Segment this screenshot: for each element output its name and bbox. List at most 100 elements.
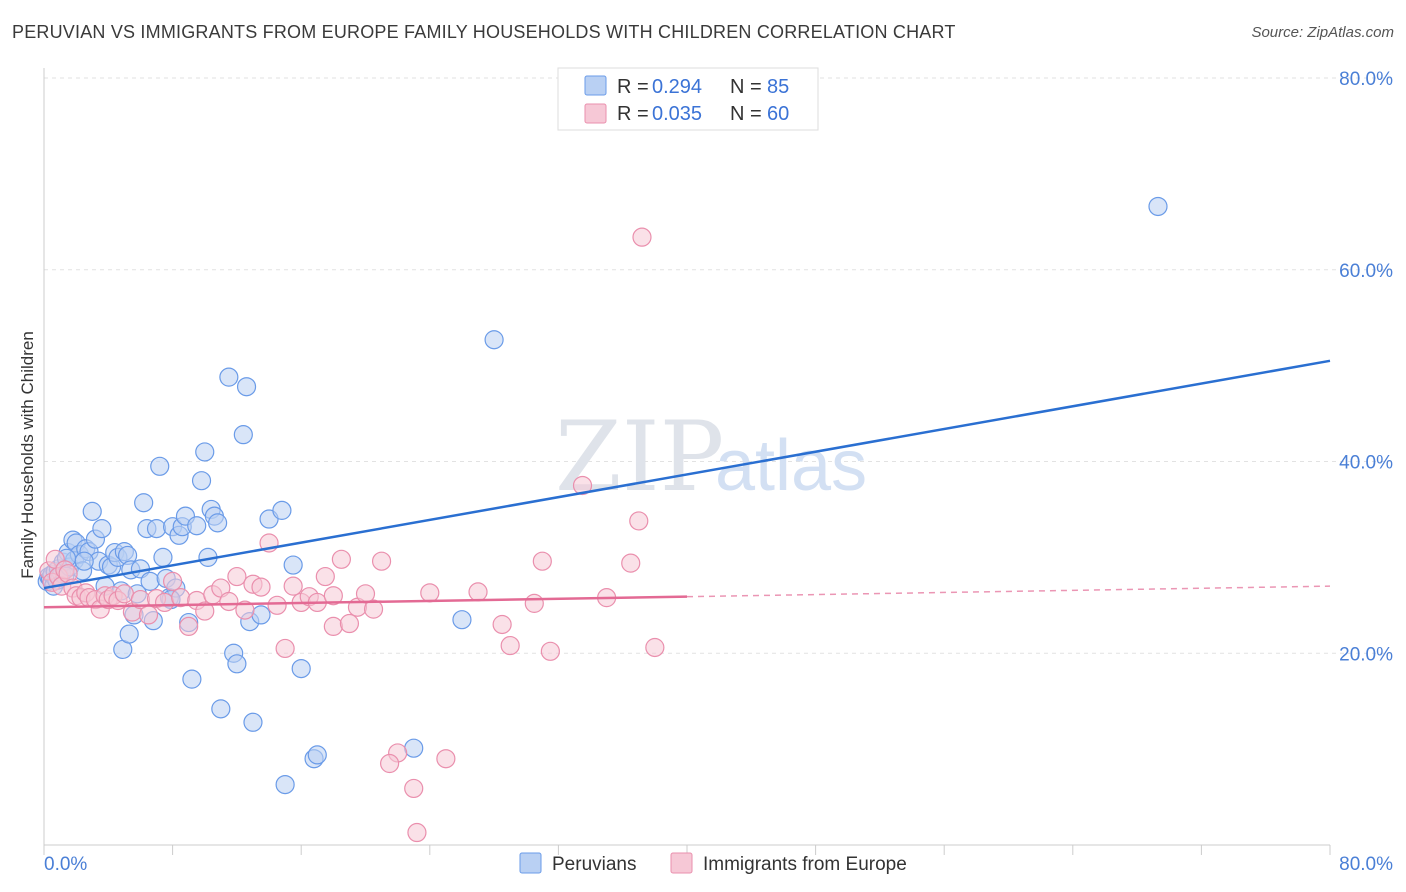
europe-point-24 <box>163 571 183 591</box>
y-tick-label-1: 40.0% <box>1339 453 1393 474</box>
europe-point-53 <box>404 778 424 799</box>
europe-point-54 <box>407 822 427 843</box>
peruvians-point-79 <box>74 551 94 571</box>
x-tick-labels: 0.0% 80.0% <box>44 854 1393 875</box>
europe-point-28 <box>195 601 215 621</box>
legend-n-value-2: 60 <box>767 103 789 125</box>
peruvians-point-43 <box>153 547 173 567</box>
europe-point-52 <box>380 753 400 774</box>
europe-point-66 <box>629 511 649 531</box>
europe-point-23 <box>154 592 175 613</box>
top-legend: R = 0.294 N = 85 R = 0.035 N = 60 <box>557 67 819 131</box>
source-credit: Source: ZipAtlas.com <box>1251 24 1394 41</box>
europe-point-49 <box>363 599 384 619</box>
peruvians-point-82 <box>484 330 504 350</box>
axes <box>43 68 1331 855</box>
europe-point-44 <box>323 616 343 637</box>
peruvians-point-80 <box>404 738 424 758</box>
peruvians-point-41 <box>146 519 167 539</box>
europe-point-57 <box>468 582 488 602</box>
europe-point-68 <box>645 637 665 658</box>
peruvians-point-53 <box>187 516 207 536</box>
peruvians-point-73 <box>291 658 311 679</box>
y-axis-label: Family Households with Children <box>18 331 37 579</box>
y-tick-label-0: 20.0% <box>1339 644 1393 665</box>
legend-n-label-2: N = <box>730 103 762 125</box>
europe-point-55 <box>420 583 440 603</box>
peruvians-point-71 <box>275 774 295 795</box>
peruvians-point-60 <box>211 699 231 719</box>
bottom-legend-europe: Immigrants from Europe <box>703 854 907 875</box>
europe-point-35 <box>251 577 271 597</box>
bottom-legend-swatch-peruvians <box>519 852 542 874</box>
europe-point-18 <box>114 584 134 604</box>
legend-swatch-europe <box>584 103 607 124</box>
peruvians-point-39 <box>140 571 160 591</box>
europe-point-46 <box>339 613 360 634</box>
europe-point-62 <box>540 641 560 661</box>
europe-point-50 <box>371 551 392 571</box>
peruvians-point-55 <box>195 442 215 462</box>
peruvians-point-63 <box>227 654 247 674</box>
peruvians-point-72 <box>283 555 303 575</box>
x-tick-label-1: 80.0% <box>1339 854 1393 875</box>
peruvians-point-52 <box>182 669 202 689</box>
legend-r-value-2: 0.035 <box>652 103 702 125</box>
chart-title: PERUVIAN VS IMMIGRANTS FROM EUROPE FAMIL… <box>12 22 956 42</box>
peruvians-point-54 <box>191 471 212 491</box>
europe-point-60 <box>524 593 544 613</box>
europe-point-33 <box>235 600 255 620</box>
peruvians-point-68 <box>251 605 271 625</box>
europe-point-58 <box>492 614 512 635</box>
europe-point-45 <box>331 549 351 569</box>
peruvians-point-67 <box>243 712 263 732</box>
europe-point-21 <box>138 605 159 625</box>
x-tick-label-0: 0.0% <box>44 854 87 875</box>
legend-n-label-1: N = <box>730 76 762 98</box>
europe-point-67 <box>632 227 652 247</box>
bottom-legend: Peruvians Immigrants from Europe <box>519 852 907 875</box>
peruvians-point-24 <box>92 519 112 539</box>
series-europe-points <box>39 227 665 843</box>
watermark-zip: ZIP <box>555 401 724 513</box>
europe-point-31 <box>219 591 239 612</box>
bottom-legend-swatch-europe <box>670 852 693 874</box>
europe-point-69 <box>323 586 343 606</box>
europe-point-56 <box>436 749 456 769</box>
trend-line-0 <box>43 359 1331 590</box>
europe-point-43 <box>315 566 335 587</box>
europe-point-61 <box>532 551 552 571</box>
peruvians-point-21 <box>82 501 102 521</box>
europe-point-37 <box>267 595 287 615</box>
peruvians-point-64 <box>233 425 253 445</box>
trend-lines <box>43 359 1331 609</box>
peruvians-point-70 <box>272 500 292 520</box>
legend-swatch-peruvians <box>584 75 607 96</box>
peruvians-point-83 <box>1148 196 1168 217</box>
legend-r-label-2: R = <box>617 103 649 125</box>
europe-point-39 <box>283 576 303 596</box>
peruvians-point-75 <box>307 745 327 765</box>
europe-point-59 <box>500 635 520 656</box>
trend-line-1-solid <box>43 595 688 609</box>
peruvians-point-37 <box>134 493 154 513</box>
europe-point-38 <box>275 638 295 659</box>
y-tick-label-3: 80.0% <box>1339 69 1393 90</box>
legend-r-label-1: R = <box>617 76 649 98</box>
peruvians-point-77 <box>119 624 139 644</box>
y-tick-labels: 20.0% 40.0% 60.0% 80.0% <box>1339 69 1393 665</box>
europe-point-26 <box>179 616 199 637</box>
y-tick-label-2: 60.0% <box>1339 261 1393 282</box>
peruvians-point-42 <box>150 456 170 476</box>
trend-line-1-dashed <box>686 585 1331 598</box>
europe-point-65 <box>621 553 641 573</box>
grid-lines <box>44 77 1392 654</box>
peruvians-point-81 <box>452 610 472 630</box>
bottom-legend-peruvians: Peruvians <box>552 854 637 875</box>
europe-point-63 <box>572 475 593 496</box>
peruvians-point-59 <box>208 513 228 533</box>
peruvians-point-61 <box>219 367 239 387</box>
legend-n-value-1: 85 <box>767 76 789 98</box>
legend-r-value-1: 0.294 <box>652 76 702 98</box>
